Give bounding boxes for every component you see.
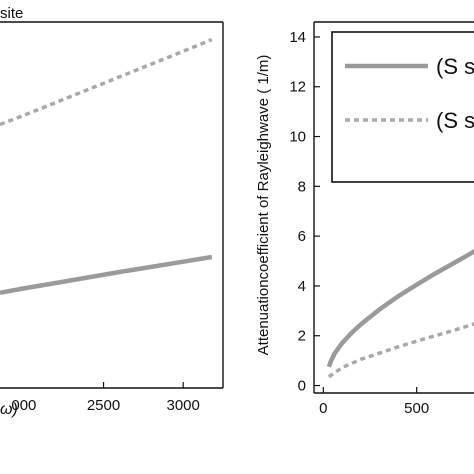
right-y-tick-label: 2 xyxy=(298,328,306,345)
right-x-tick-label: 0 xyxy=(319,400,327,417)
left-panel-title: site xyxy=(0,5,23,22)
left-panel: site 000 2500 3000 ω) xyxy=(0,5,224,418)
legend-label-dashed: (S s xyxy=(436,108,474,133)
legend-label-solid: (S s xyxy=(436,54,474,79)
right-y-tick-label: 0 xyxy=(298,378,306,395)
right-y-tick-label: 14 xyxy=(289,29,306,46)
right-y-tick-label: 6 xyxy=(298,228,306,245)
right-y-tick-label: 4 xyxy=(298,278,306,295)
left-x-axis-label: ω) xyxy=(0,401,18,418)
right-y-tick-label: 12 xyxy=(289,79,306,96)
right-x-ticks: 0 500 xyxy=(319,387,429,417)
right-y-axis-label: Attenuationcoefficient of Rayleighwave (… xyxy=(255,55,272,356)
left-series-group xyxy=(0,37,213,296)
right-y-ticks: 0 2 4 6 8 10 12 14 xyxy=(289,29,320,395)
right-panel: Attenuationcoefficient of Rayleighwave (… xyxy=(255,21,474,417)
right-x-tick-label: 500 xyxy=(404,400,429,417)
legend: (S s (S s xyxy=(331,31,474,183)
left-x-ticks: 000 2500 3000 xyxy=(11,382,200,414)
right-series-line-dashed xyxy=(327,322,474,379)
left-series-line-solid xyxy=(0,254,213,296)
left-x-tick-label: 000 xyxy=(11,397,36,414)
left-series-line-dashed xyxy=(0,37,213,127)
right-y-tick-label: 8 xyxy=(298,178,306,195)
right-series-group xyxy=(326,249,474,379)
right-y-tick-label: 10 xyxy=(289,129,306,146)
legend-box xyxy=(331,31,474,183)
left-x-tick-label: 3000 xyxy=(166,397,199,414)
right-series-line-solid xyxy=(326,249,474,368)
left-x-tick-label: 2500 xyxy=(87,397,120,414)
